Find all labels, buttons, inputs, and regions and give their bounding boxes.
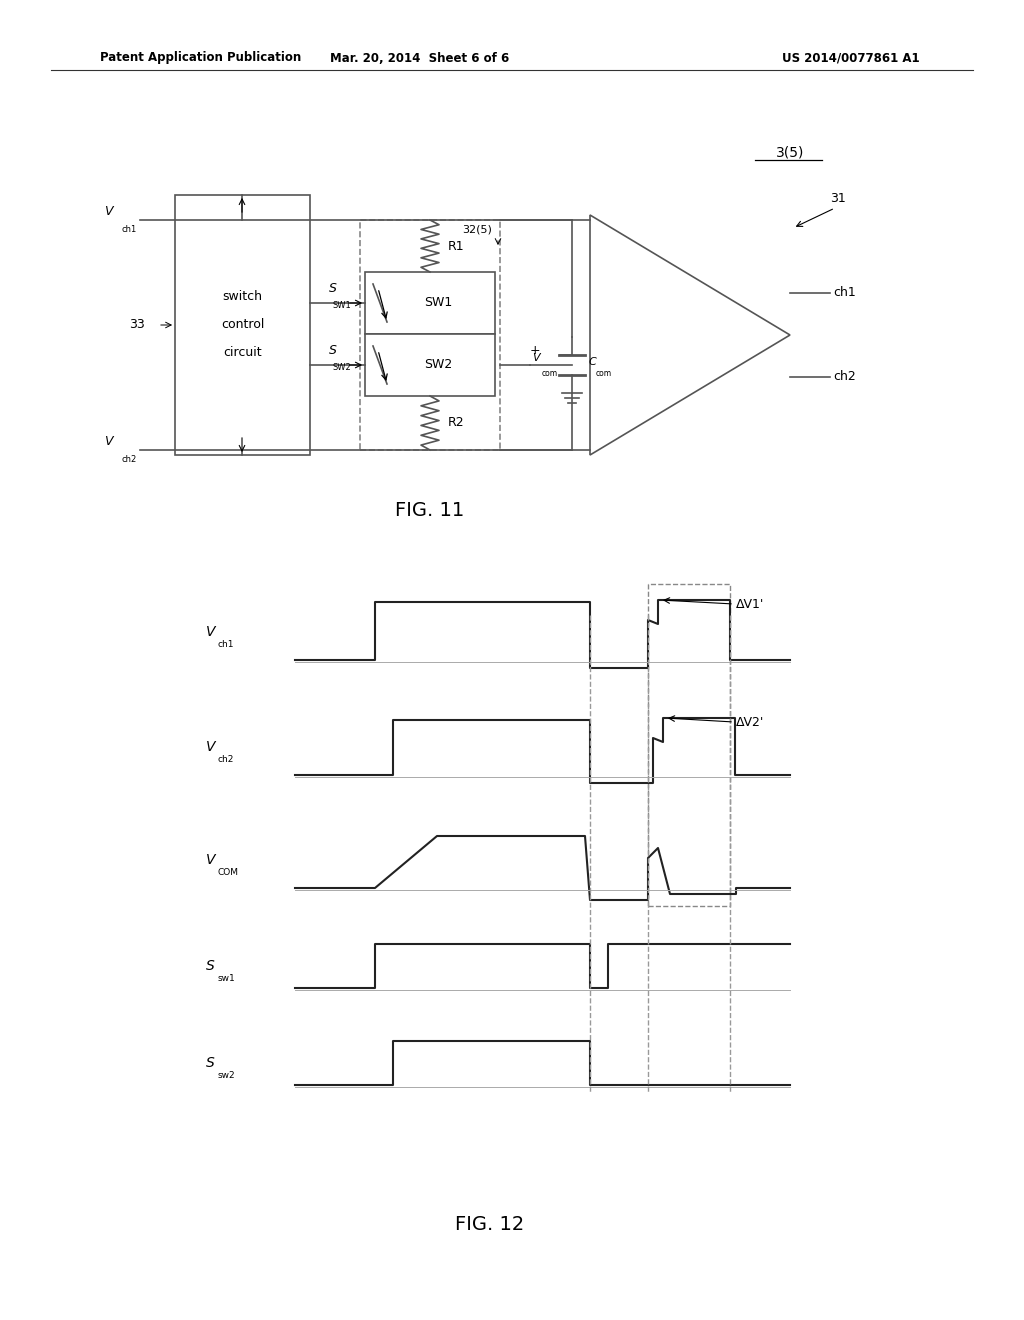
Text: 31: 31 (830, 191, 846, 205)
Text: switch: switch (222, 290, 262, 304)
Bar (648, 583, 730, 906)
Text: $V$: $V$ (205, 624, 217, 639)
Text: 32(5): 32(5) (462, 224, 492, 235)
Text: ΔV2': ΔV2' (736, 715, 764, 729)
Text: sw2: sw2 (218, 1071, 236, 1080)
Text: com: com (596, 370, 612, 378)
Text: circuit: circuit (223, 346, 262, 359)
Text: SW2: SW2 (332, 363, 351, 372)
Text: 3(5): 3(5) (776, 145, 804, 158)
Text: $V$: $V$ (205, 853, 217, 867)
Text: R1: R1 (449, 239, 465, 252)
Text: ch2: ch2 (122, 455, 137, 465)
Text: $C$: $C$ (588, 355, 598, 367)
Text: $V$: $V$ (532, 351, 543, 363)
Text: 33: 33 (129, 318, 145, 331)
Text: $S$: $S$ (328, 345, 337, 356)
Text: +: + (530, 345, 541, 358)
Text: ch2: ch2 (833, 371, 856, 384)
Text: $S$: $S$ (205, 960, 215, 973)
Text: ΔV1': ΔV1' (736, 598, 764, 610)
Text: COM: COM (218, 869, 239, 876)
Text: FIG. 11: FIG. 11 (395, 500, 465, 520)
Text: SW1: SW1 (424, 297, 453, 309)
Text: control: control (221, 318, 264, 331)
Text: Mar. 20, 2014  Sheet 6 of 6: Mar. 20, 2014 Sheet 6 of 6 (331, 51, 510, 65)
Text: sw1: sw1 (218, 974, 236, 983)
Text: com: com (542, 370, 558, 378)
Text: $V$: $V$ (205, 741, 217, 754)
Bar (365, 334, 495, 396)
Text: ch2: ch2 (218, 755, 234, 764)
Text: $V$: $V$ (103, 436, 115, 447)
Text: US 2014/0077861 A1: US 2014/0077861 A1 (782, 51, 920, 65)
Text: ch1: ch1 (833, 286, 856, 300)
Text: ch1: ch1 (122, 224, 137, 234)
Bar (360, 220, 500, 450)
Text: $S$: $S$ (205, 1056, 215, 1071)
Bar (365, 272, 495, 334)
Text: ch1: ch1 (218, 640, 234, 649)
Text: SW2: SW2 (424, 359, 453, 371)
Text: $S$: $S$ (328, 282, 337, 294)
Text: R2: R2 (449, 417, 465, 429)
Text: SW1: SW1 (332, 301, 351, 310)
Bar (175, 195, 310, 455)
Text: $V$: $V$ (103, 205, 115, 218)
Text: Patent Application Publication: Patent Application Publication (100, 51, 301, 65)
Text: FIG. 12: FIG. 12 (456, 1216, 524, 1234)
